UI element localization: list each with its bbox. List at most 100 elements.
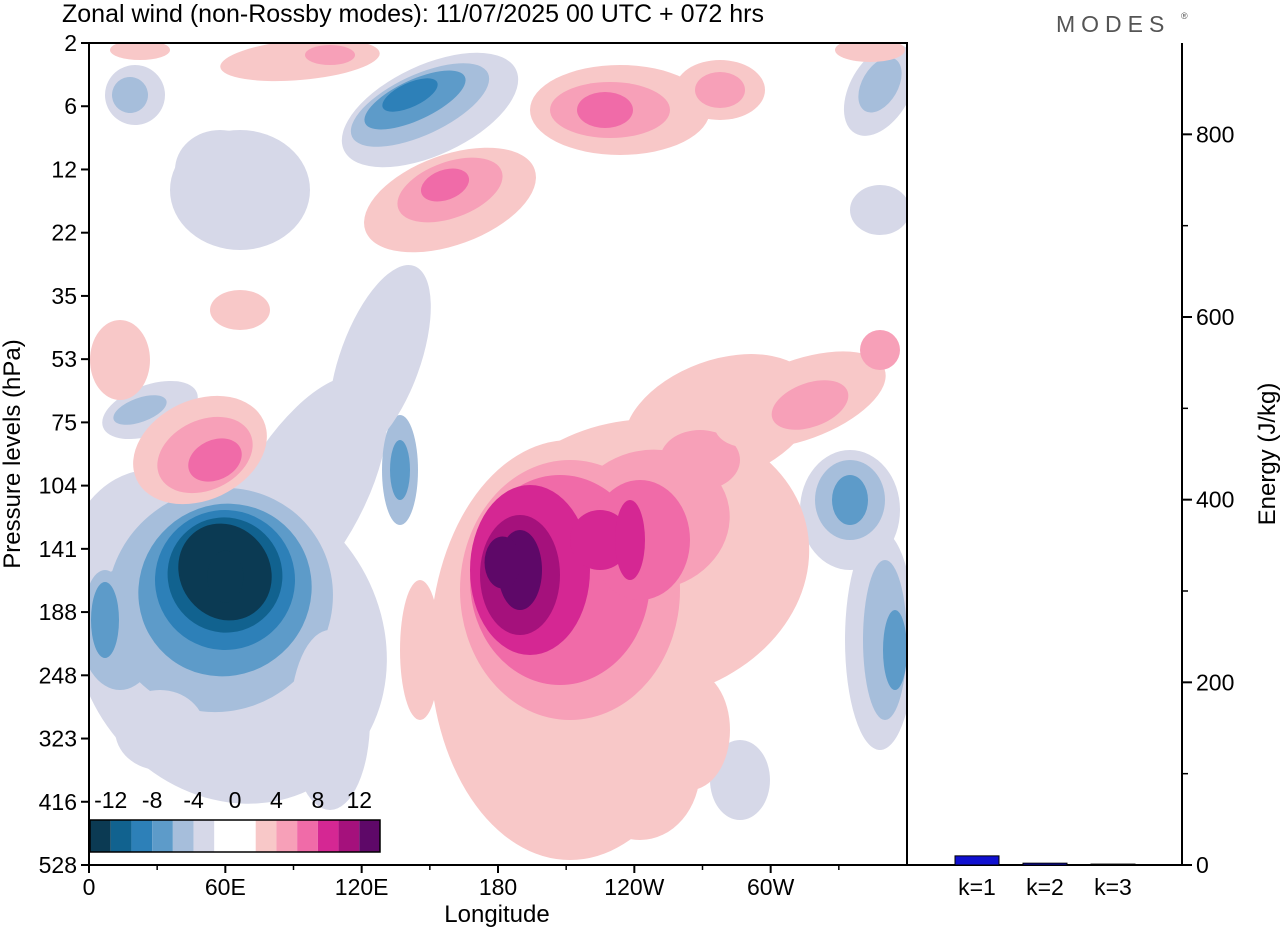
x-tick-label: 60E [205, 874, 246, 900]
colorbar-label: 8 [311, 787, 324, 813]
x-axis-title: Longitude [444, 901, 549, 928]
pressure-axis: 2 6 12 22 35 53 75 104 141 188 248 323 416 528 [39, 30, 89, 878]
westerly-contour [110, 43, 170, 60]
colorbar-label: 4 [270, 787, 283, 813]
easterly-contour [382, 78, 438, 112]
westerly-contour [210, 290, 270, 330]
chart-title: Zonal wind (non-Rossby modes): 11/07/202… [62, 0, 764, 28]
y-tick-label: 75 [51, 409, 77, 435]
colorbar-swatch [317, 820, 339, 852]
easterly-contour [832, 475, 868, 525]
easterly-core [207, 550, 244, 603]
colorbar-swatch [359, 820, 380, 852]
y-tick-label: 35 [51, 283, 77, 309]
energy-bar-k=2 [1022, 862, 1068, 866]
energy-bar-k=1 [954, 855, 1000, 866]
westerly-contour [835, 43, 905, 62]
easterly-contour [850, 185, 907, 235]
x-tick-label: 120E [335, 874, 389, 900]
x-tick-label: 60W [747, 874, 795, 900]
easterly-contour [115, 690, 205, 770]
colorbar-swatch [276, 820, 298, 852]
energy-axis-title: Energy (J/kg) [1254, 383, 1280, 526]
brand-text: MODES [1056, 11, 1170, 37]
colorbar-swatch [152, 820, 173, 852]
colorbar: -12 -8 -4 0 4 8 12 [89, 787, 381, 853]
colorbar-swatch [193, 820, 215, 852]
westerly-contour [695, 72, 745, 108]
easterly-contour [113, 395, 167, 425]
easterly-contour [112, 77, 148, 113]
westerly-contour [771, 380, 849, 430]
colorbar-label: 0 [229, 787, 242, 813]
colorbar-swatch [255, 820, 277, 852]
zonal-wind-contours [89, 43, 907, 860]
energy-bar-k=3 [1090, 863, 1136, 866]
easterly-contour [858, 57, 902, 113]
colorbar-frame [89, 819, 381, 853]
westerly-contour [615, 500, 645, 580]
y-tick-label: 141 [39, 536, 77, 562]
energy-tick-label: 0 [1196, 852, 1209, 878]
y-tick-label: 416 [39, 789, 77, 815]
y-tick-label: 528 [39, 852, 77, 878]
easterly-contour [710, 740, 770, 820]
y-tick-label: 248 [39, 662, 77, 688]
westerly-contour [90, 320, 150, 400]
y-tick-label: 6 [64, 93, 77, 119]
x-tick-label: 180 [479, 874, 517, 900]
energy-category-label: k=3 [1094, 874, 1132, 900]
easterly-contour [883, 610, 907, 690]
westerly-contour [220, 43, 380, 82]
brand-mark: ® [1181, 11, 1188, 21]
energy-category-label: k=1 [958, 874, 996, 900]
easterly-contour [290, 630, 370, 810]
energy-category-label: k=2 [1026, 874, 1064, 900]
x-tick-label: 120W [604, 874, 664, 900]
westerly-contour [188, 438, 242, 482]
westerly-contour [660, 430, 740, 490]
colorbar-swatch [338, 820, 360, 852]
energy-tick-label: 400 [1196, 487, 1234, 513]
westerly-contour [570, 510, 630, 570]
westerly-contour [650, 670, 730, 790]
colorbar-swatch [131, 820, 153, 852]
westerly-contour [577, 92, 633, 128]
y-tick-label: 188 [39, 599, 77, 625]
energy-axis: 0 200 400 600 800 [1182, 121, 1234, 878]
energy-tick-label: 600 [1196, 304, 1234, 330]
energy-tick-label: 200 [1196, 669, 1234, 695]
westerly-contour [860, 330, 900, 370]
y-tick-label: 53 [51, 346, 77, 372]
colorbar-label: -4 [183, 787, 204, 813]
colorbar-label: 12 [346, 787, 372, 813]
easterly-contour [91, 582, 119, 658]
energy-tick-label: 800 [1196, 121, 1234, 147]
westerly-core [484, 536, 521, 589]
y-tick-label: 104 [39, 473, 78, 499]
y-tick-label: 323 [39, 726, 77, 752]
y-tick-label: 2 [64, 30, 77, 56]
colorbar-swatch [172, 820, 194, 852]
colorbar-label: -8 [142, 787, 162, 813]
easterly-contour [175, 130, 265, 210]
colorbar-swatch [297, 820, 318, 852]
y-tick-label: 22 [51, 220, 77, 246]
y-axis-title: Pressure levels (hPa) [0, 339, 26, 568]
westerly-contour [400, 580, 440, 720]
westerly-contour [420, 168, 470, 202]
colorbar-swatch [110, 820, 132, 852]
colorbar-swatch [90, 820, 111, 852]
colorbar-label: -12 [94, 787, 127, 813]
easterly-contour [390, 440, 410, 500]
longitude-axis: 0 60E 120E 180 120W 60W [83, 865, 840, 900]
westerly-contour [305, 45, 355, 65]
energy-bars: k=1 k=2 k=3 [954, 855, 1136, 900]
colorbar-swatch [235, 820, 256, 852]
modes-logo: MODES ® [1056, 11, 1188, 37]
x-tick-label: 0 [83, 874, 96, 900]
y-tick-label: 12 [51, 156, 77, 182]
colorbar-swatch [214, 820, 235, 852]
easterly-contour [329, 265, 431, 455]
